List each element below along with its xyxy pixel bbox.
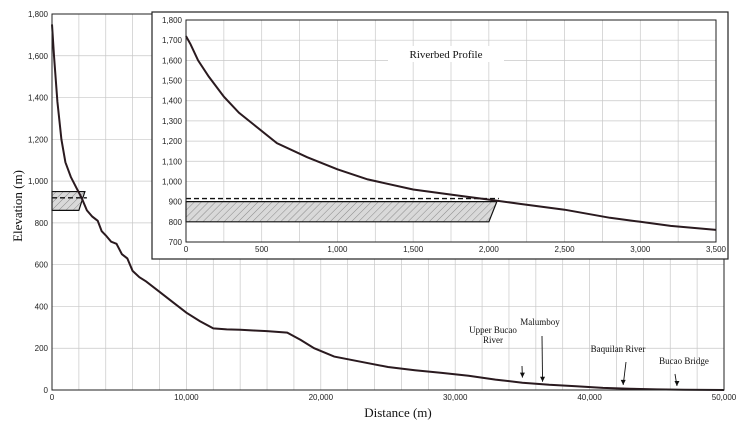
annotation-label: Malumboy xyxy=(520,317,560,327)
profile-line xyxy=(51,24,725,391)
x-tick-label: 0 xyxy=(184,245,189,254)
annotation-arrowhead xyxy=(519,372,525,378)
annotation-label: River xyxy=(483,335,503,345)
x-tick-label: 3,000 xyxy=(630,245,651,254)
y-tick-label: 700 xyxy=(169,238,183,247)
y-tick-label: 1,600 xyxy=(28,52,49,61)
x-tick-label: 1,500 xyxy=(403,245,424,254)
main-highlight xyxy=(51,190,87,211)
inset-title: Riverbed Profile xyxy=(409,49,482,61)
y-tick-label: 1,300 xyxy=(162,117,183,126)
x-tick-label: 2,500 xyxy=(555,245,576,254)
x-tick-label: 3,500 xyxy=(706,245,727,254)
y-tick-label: 200 xyxy=(35,344,49,353)
y-tick-label: 800 xyxy=(169,218,183,227)
y-axis-label: Elevation (m) xyxy=(10,170,25,242)
x-tick-label: 0 xyxy=(50,393,55,402)
x-tick-label: 1,000 xyxy=(327,245,348,254)
x-axis-label: Distance (m) xyxy=(364,405,432,420)
y-tick-label: 1,800 xyxy=(28,10,49,19)
annotation-arrowhead xyxy=(620,379,626,385)
main-series xyxy=(51,24,725,391)
y-tick-label: 0 xyxy=(44,386,49,395)
inset-highlight xyxy=(185,197,499,223)
main-x-tick-labels: 0 10,000 20,000 30,000 40,000 50,000 xyxy=(50,393,737,402)
y-tick-label: 600 xyxy=(35,261,49,270)
y-tick-label: 1,000 xyxy=(28,177,49,186)
x-tick-label: 40,000 xyxy=(577,393,602,402)
y-tick-label: 1,500 xyxy=(162,77,183,86)
inset-y-tick-labels: 700 800 900 1,000 1,100 1,200 1,300 1,400 1,500 1… xyxy=(162,16,183,247)
y-tick-label: 1,600 xyxy=(162,56,183,65)
inset-series xyxy=(185,35,717,231)
y-tick-label: 1,200 xyxy=(162,137,183,146)
y-tick-label: 1,400 xyxy=(162,97,183,106)
annotation-arrowhead xyxy=(540,376,546,382)
x-tick-label: 500 xyxy=(255,245,269,254)
y-tick-label: 1,100 xyxy=(162,157,183,166)
y-tick-label: 1,000 xyxy=(162,177,183,186)
x-tick-label: 2,000 xyxy=(479,245,500,254)
x-tick-label: 30,000 xyxy=(443,393,468,402)
inset-plot-frame xyxy=(185,19,717,243)
y-tick-label: 1,700 xyxy=(162,36,183,45)
annotation-arrow xyxy=(541,335,544,382)
y-tick-label: 1,400 xyxy=(28,94,49,103)
y-tick-label: 400 xyxy=(35,302,49,311)
inset-x-tick-labels: 0 500 1,000 1,500 2,000 2,500 3,000 3,500 xyxy=(184,245,727,254)
y-tick-label: 800 xyxy=(35,219,49,228)
annotation-arrowhead xyxy=(674,380,680,386)
y-tick-label: 1,800 xyxy=(162,16,183,25)
hatched-band xyxy=(185,201,498,223)
inset-title-backdrop xyxy=(388,46,504,62)
annotation-label: Baquilan River xyxy=(591,344,646,354)
y-tick-label: 900 xyxy=(169,198,183,207)
annotation-label: Upper Bucao xyxy=(469,325,517,335)
x-tick-label: 10,000 xyxy=(174,393,199,402)
x-tick-label: 50,000 xyxy=(712,393,737,402)
x-tick-label: 20,000 xyxy=(309,393,334,402)
profile-line xyxy=(185,35,717,231)
main-y-tick-labels: 0 200 400 600 800 1,000 1,200 1,400 1,600 1,800 xyxy=(28,10,49,395)
annotation-label: Bucao Bridge xyxy=(659,356,709,366)
y-tick-label: 1,200 xyxy=(28,135,49,144)
